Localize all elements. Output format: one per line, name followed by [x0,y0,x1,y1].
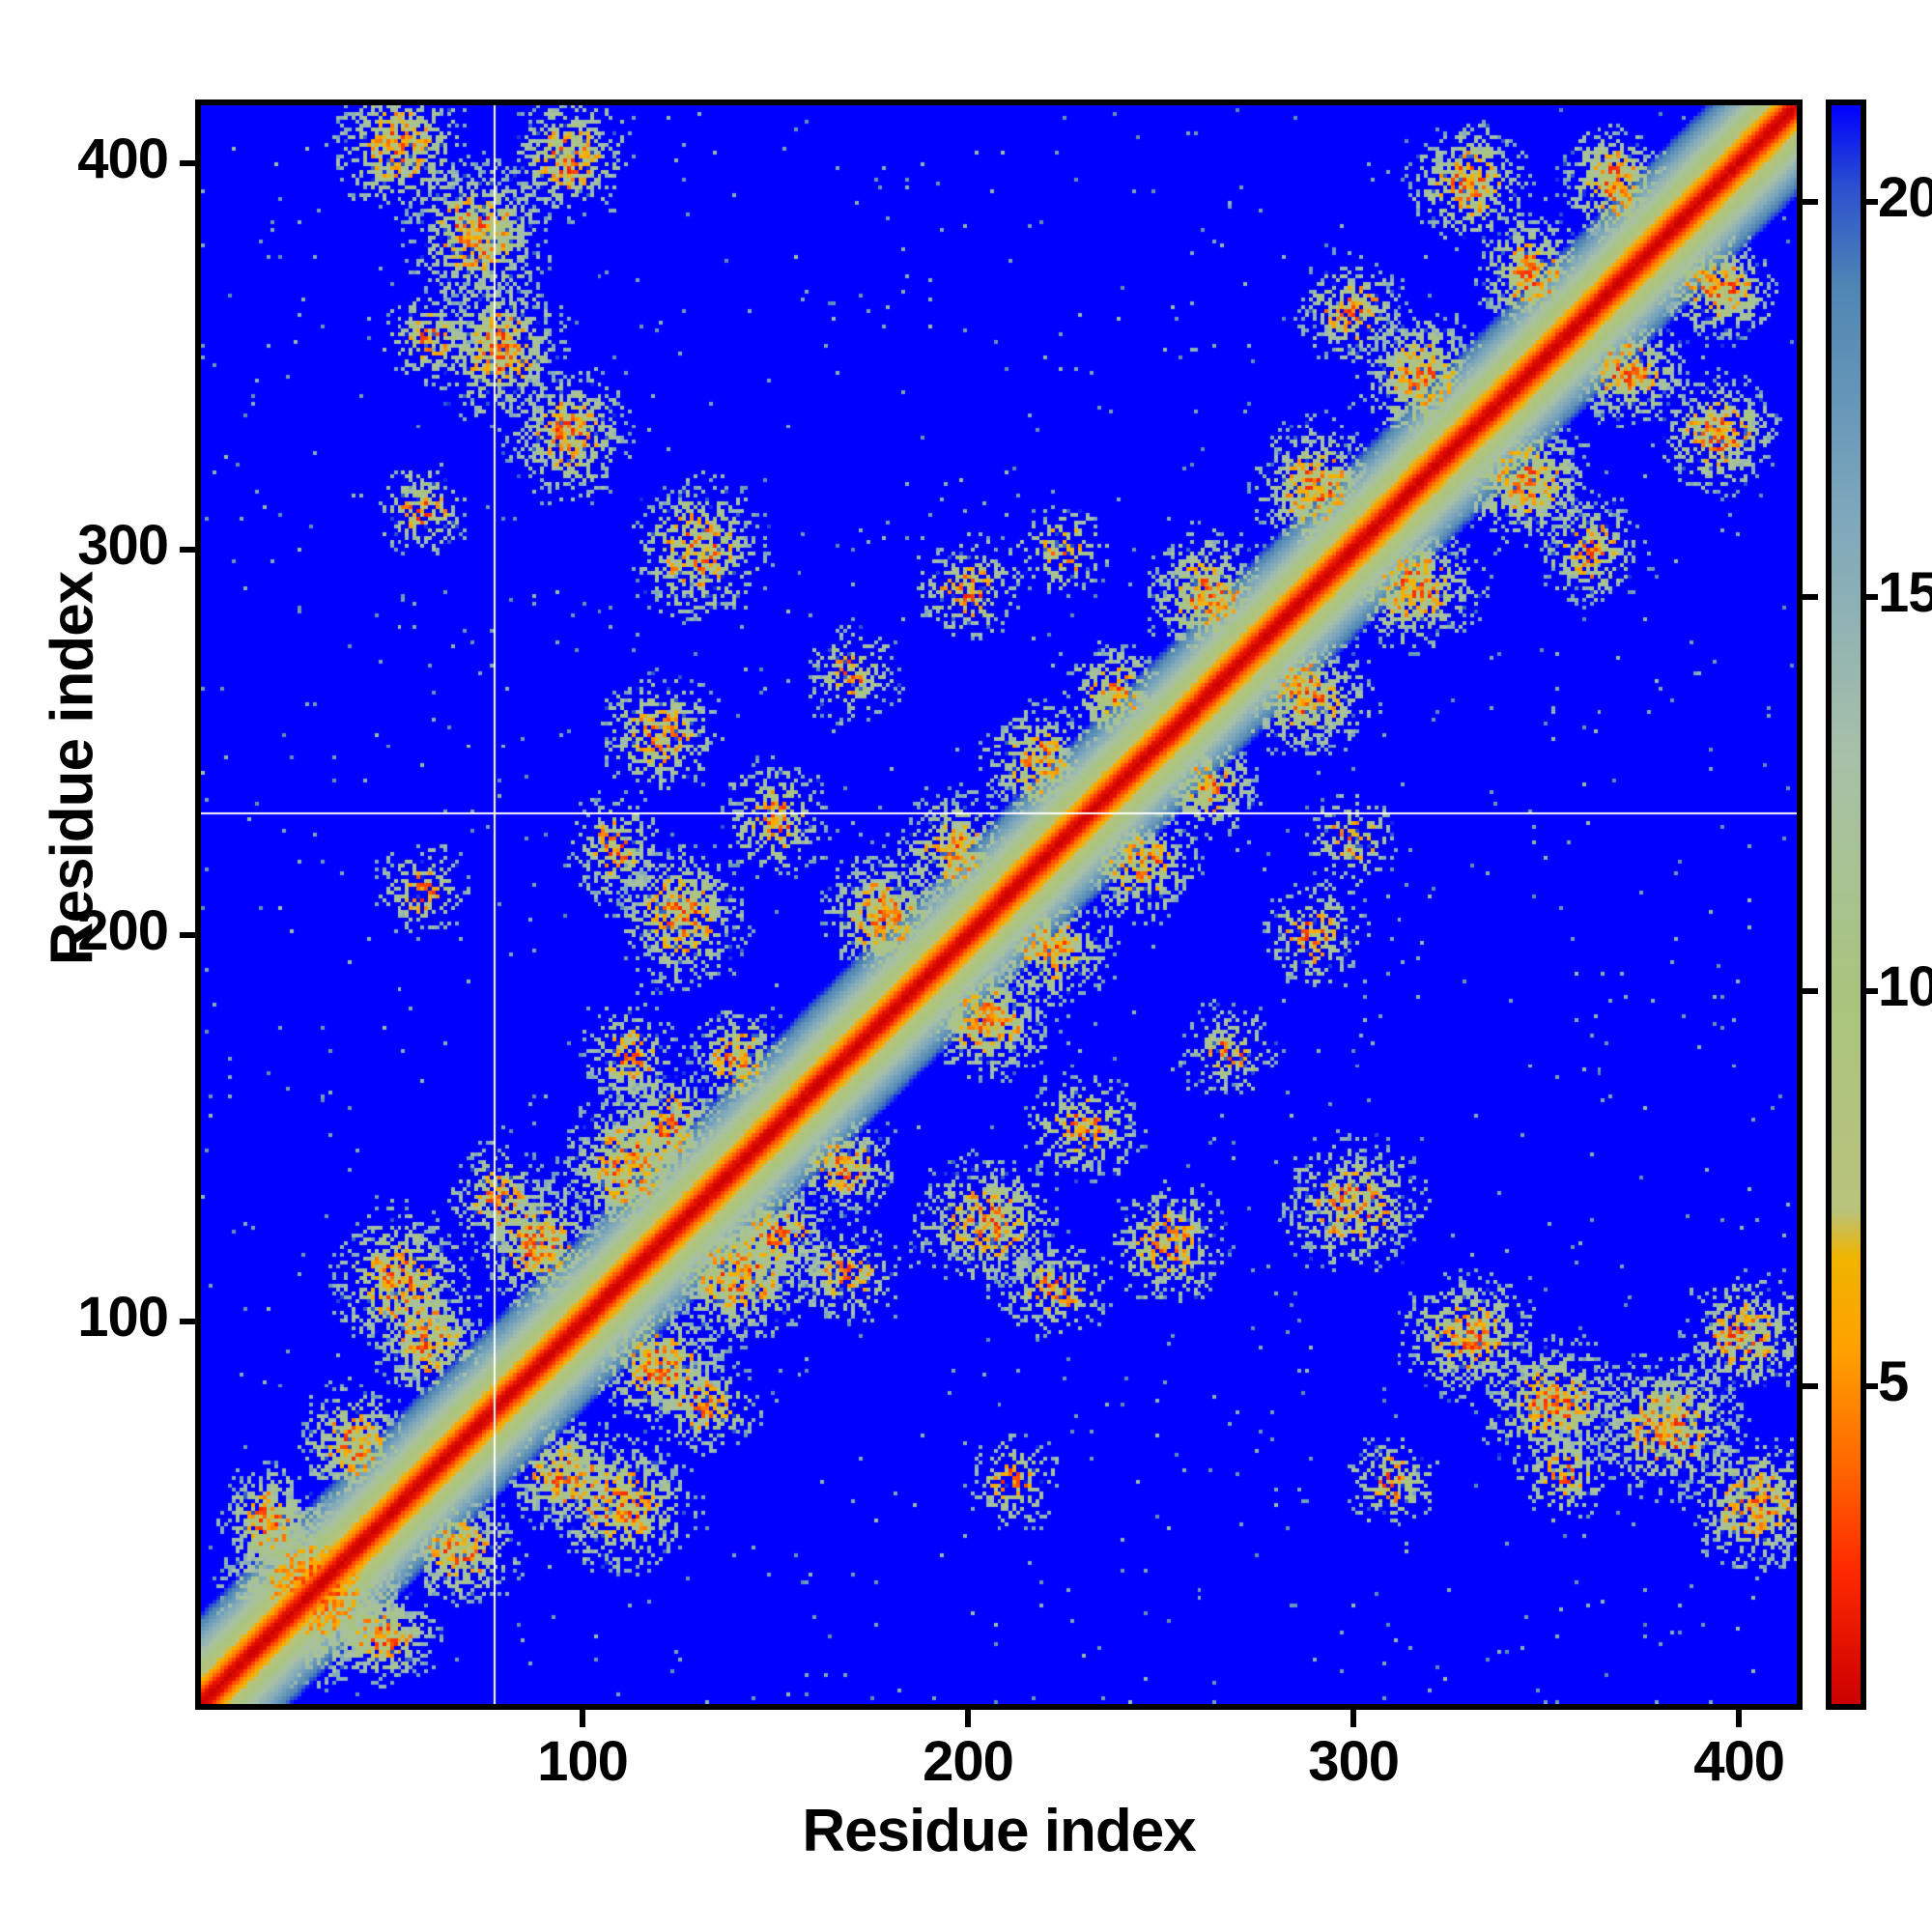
colorbar-tick-mark [1862,593,1878,600]
right-tick-mark [1801,199,1818,206]
x-tick-mark [965,1710,972,1727]
colorbar-tick-mark [1862,988,1878,995]
y-tick-label: 300 [77,513,169,577]
y-tick-mark [180,159,197,166]
colorbar-tick-mark [1862,1382,1878,1389]
y-tick-mark [180,1319,197,1325]
x-tick-mark [1736,1710,1743,1727]
x-tick-mark [1350,1710,1357,1727]
colorbar [1826,99,1866,1710]
colorbar-tick-label: 15 [1878,560,1932,624]
x-tick-label: 200 [923,1730,1014,1793]
colorbar-tick-label: 10 [1878,955,1932,1019]
x-axis-label: Residue index [802,1798,1196,1864]
x-tick-label: 400 [1693,1730,1785,1793]
colorbar-tick-mark [1862,199,1878,206]
x-tick-mark [580,1710,586,1727]
y-tick-mark [180,546,197,553]
colorbar-tick-label: 20 [1878,166,1932,230]
right-tick-mark [1801,593,1818,600]
colorbar-tick-label: 5 [1878,1350,1909,1413]
x-tick-label: 100 [537,1730,629,1793]
right-tick-mark [1801,988,1818,995]
y-tick-mark [180,932,197,939]
x-tick-label: 300 [1308,1730,1400,1793]
heatmap-plot-area [195,99,1803,1710]
right-tick-mark [1801,1382,1818,1389]
y-tick-label: 400 [77,127,169,190]
y-axis-label: Residue index [39,571,106,966]
y-tick-label: 100 [77,1286,169,1350]
y-tick-label: 200 [77,899,169,963]
heatmap-canvas [201,105,1797,1704]
colorbar-gradient [1832,105,1861,1704]
